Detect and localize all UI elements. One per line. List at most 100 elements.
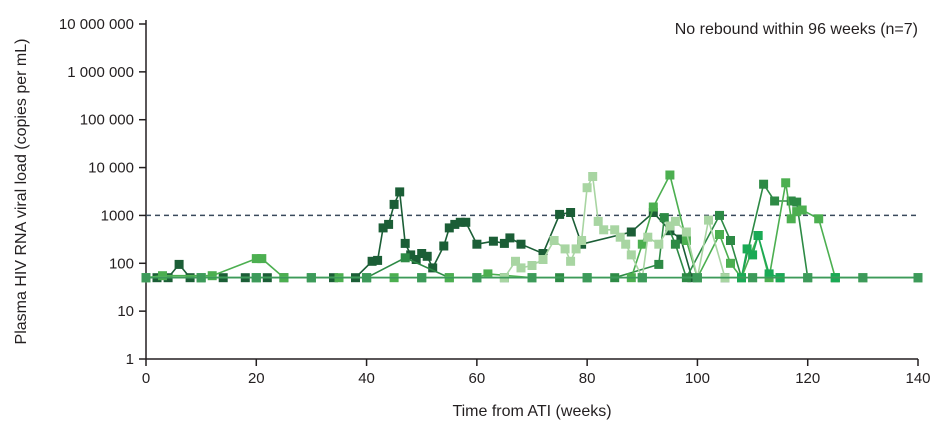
x-tick-label: 80 xyxy=(579,370,596,387)
data-point xyxy=(654,259,664,269)
y-axis-title: Plasma HIV RNA viral load (copies per mL… xyxy=(13,39,30,345)
data-point xyxy=(648,202,658,212)
x-tick-label: 20 xyxy=(248,370,265,387)
data-point xyxy=(141,273,151,283)
data-point xyxy=(665,170,675,180)
data-point xyxy=(615,232,625,242)
x-tick-label: 60 xyxy=(469,370,486,387)
data-point xyxy=(770,196,780,206)
data-point xyxy=(704,215,713,225)
data-point xyxy=(461,217,471,227)
data-point xyxy=(659,213,669,223)
data-point xyxy=(637,239,647,249)
data-point xyxy=(781,178,791,188)
data-point xyxy=(814,214,824,224)
data-point xyxy=(715,210,724,220)
data-point xyxy=(251,254,261,264)
data-point xyxy=(681,227,691,237)
chart-annotation: No rebound within 96 weeks (n=7) xyxy=(675,21,918,38)
data-point xyxy=(582,183,592,193)
x-tick-label: 0 xyxy=(142,370,150,387)
data-point xyxy=(748,250,758,260)
y-tick-label: 1 000 000 xyxy=(67,64,134,81)
data-point xyxy=(913,273,923,283)
data-point xyxy=(670,239,680,249)
y-tick-label: 10 000 000 xyxy=(59,16,134,33)
data-point xyxy=(858,273,868,283)
data-point xyxy=(505,233,515,243)
data-point xyxy=(384,219,394,229)
data-point xyxy=(577,236,587,245)
data-point xyxy=(389,199,399,209)
data-point xyxy=(472,273,482,283)
data-point xyxy=(406,250,416,260)
axes: 0 20 40 60 80 100 120 140 1 10 100 1000 10 000 100 0… xyxy=(59,16,931,387)
data-point xyxy=(566,208,576,217)
data-point xyxy=(417,249,427,258)
data-point xyxy=(538,255,548,264)
data-point xyxy=(626,227,636,237)
data-point xyxy=(742,244,752,254)
data-point xyxy=(571,244,581,254)
y-tick-label: 100 xyxy=(109,255,134,272)
data-point xyxy=(511,256,520,266)
data-point xyxy=(306,273,316,283)
data-point xyxy=(621,239,631,249)
data-point xyxy=(516,263,526,273)
data-point xyxy=(158,271,167,281)
data-point xyxy=(786,196,796,206)
x-axis-ticks: 0 20 40 60 80 100 120 140 xyxy=(142,359,931,387)
data-point xyxy=(610,225,620,235)
data-point xyxy=(207,271,217,281)
data-point xyxy=(400,253,410,263)
y-tick-label: 10 xyxy=(117,303,134,320)
data-point xyxy=(499,238,509,248)
data-point xyxy=(566,256,576,266)
data-point xyxy=(648,208,658,217)
data-point xyxy=(257,254,267,264)
data-point xyxy=(483,269,493,279)
data-point xyxy=(803,273,813,283)
data-point xyxy=(455,217,465,227)
data-point xyxy=(748,273,758,283)
x-axis-title: Time from ATI (weeks) xyxy=(452,403,611,420)
data-point xyxy=(726,236,735,245)
data-point xyxy=(670,216,680,226)
data-point xyxy=(527,273,537,283)
data-point xyxy=(626,250,636,260)
data-point xyxy=(654,239,664,249)
data-point xyxy=(251,273,261,283)
y-axis-ticks: 1 10 100 1000 10 000 100 000 1 000 000 10 000 0… xyxy=(59,16,146,368)
data-point xyxy=(726,258,735,268)
series-7 xyxy=(141,273,923,283)
data-point xyxy=(516,239,526,249)
series-layer xyxy=(141,170,923,283)
data-point xyxy=(367,256,377,266)
data-point xyxy=(417,273,427,283)
y-tick-label: 100 000 xyxy=(80,112,134,129)
data-point xyxy=(665,221,675,231)
data-point xyxy=(599,225,609,235)
data-point xyxy=(593,216,603,226)
data-point xyxy=(422,251,432,261)
data-point xyxy=(373,255,383,265)
data-point xyxy=(444,223,454,233)
data-point xyxy=(676,234,686,244)
data-point xyxy=(362,273,372,283)
data-point xyxy=(472,239,482,249)
data-point xyxy=(759,179,769,189)
data-point xyxy=(692,273,702,283)
data-point xyxy=(527,261,537,270)
x-tick-label: 120 xyxy=(795,370,820,387)
data-point xyxy=(555,209,565,219)
data-point xyxy=(411,255,421,264)
x-tick-label: 140 xyxy=(905,370,930,387)
data-point xyxy=(395,187,405,197)
data-point xyxy=(797,205,807,215)
data-point xyxy=(174,259,184,269)
data-point xyxy=(488,236,498,246)
data-point xyxy=(538,249,548,258)
data-point xyxy=(549,236,559,245)
y-tick-label: 10 000 xyxy=(88,160,134,177)
